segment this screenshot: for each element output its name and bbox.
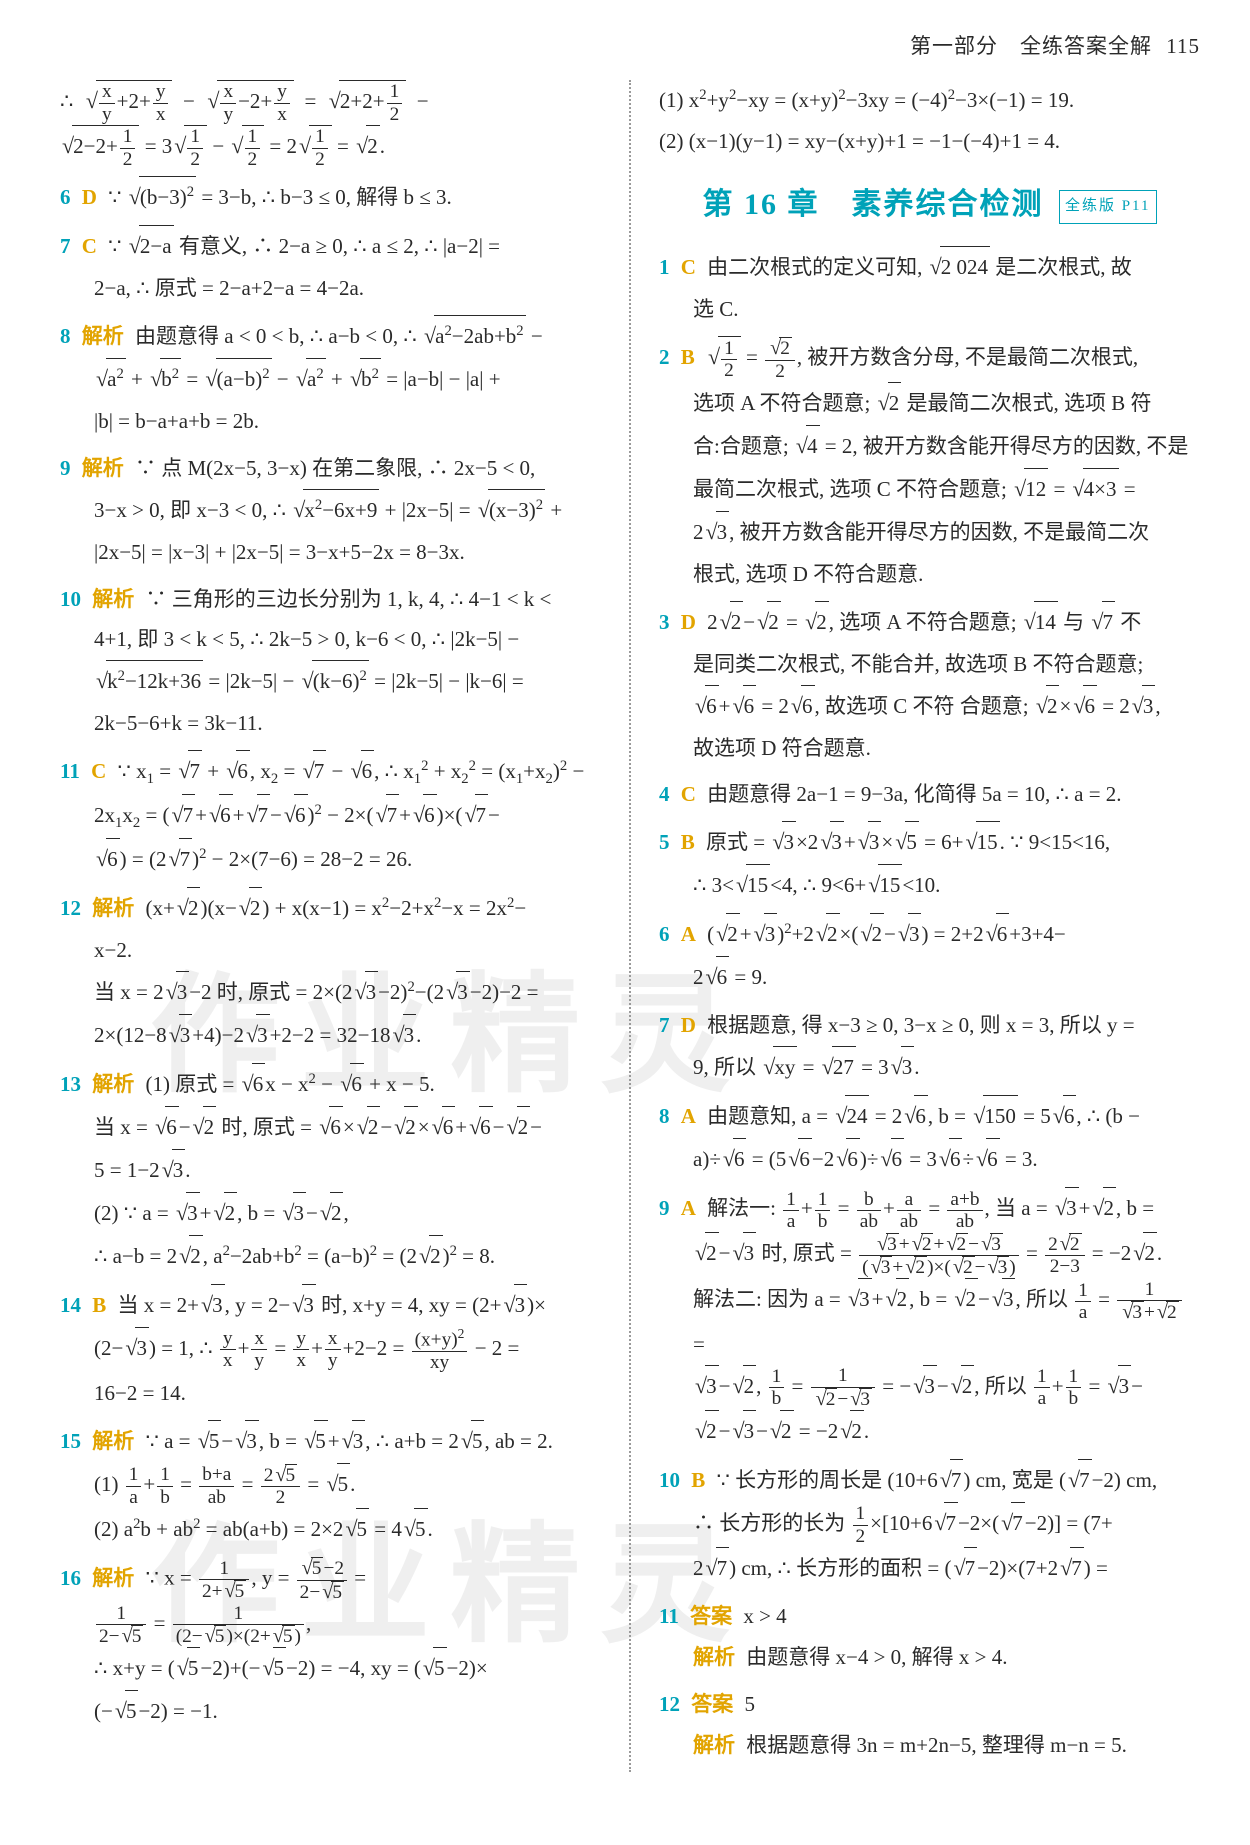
question-number: 2 <box>659 345 670 369</box>
question-number: 14 <box>60 1293 81 1317</box>
answer-item: 12 答案 5 解析 根据题意得 3n = m+2n−5, 整理得 m−n = … <box>659 1684 1200 1766</box>
answer-label: 答案 <box>690 1604 732 1628</box>
answer-letter: D <box>82 185 97 209</box>
answer-item: 7 D 根据题意, 得 x−3 ≥ 0, 3−x ≥ 0, 则 x = 3, 所… <box>659 1005 1200 1089</box>
question-number: 6 <box>659 922 670 946</box>
chapter-tag: 全练版 P11 <box>1059 190 1157 223</box>
answer-item: 11 C ∵ x1 = 7 + 6, x2 = 7 − 6, ∴ x12 + x… <box>60 750 601 881</box>
question-number: 10 <box>659 1468 680 1492</box>
page-number: 115 <box>1166 34 1200 58</box>
answer-item: 13 解析 (1) 原式 = 6x − x2 − 6 + x − 5. 当 x … <box>60 1063 601 1278</box>
question-number: 12 <box>60 896 81 920</box>
answer-label: 解析 <box>92 587 134 611</box>
question-number: 16 <box>60 1566 81 1590</box>
answer-letter: B <box>681 830 695 854</box>
question-number: 3 <box>659 610 670 634</box>
question-number: 11 <box>60 759 80 783</box>
answer-letter: B <box>681 345 695 369</box>
question-number: 6 <box>60 185 71 209</box>
answer-label: 解析 <box>82 456 124 480</box>
answer-label: 解析 <box>92 1566 134 1590</box>
answer-item: 12 解析 (x+2)(x−2) + x(x−1) = x2−2+x2−x = … <box>60 887 601 1057</box>
analysis-label: 解析 <box>693 1733 735 1757</box>
answer-item: 11 答案 x > 4 解析 由题意得 x−4 > 0, 解得 x > 4. <box>659 1596 1200 1678</box>
answer-item: 8 解析 由题意得 a < 0 < b, ∴ a−b < 0, ∴ a2−2ab… <box>60 315 601 442</box>
two-column-layout: ∴ xy+2+yx − xy−2+yx = 2+2+12 − 2−2+12 = … <box>60 80 1200 1772</box>
answer-letter: A <box>681 922 696 946</box>
answer-label: 解析 <box>92 1429 134 1453</box>
answer-value: 5 <box>745 1692 756 1716</box>
right-column: (1) x2+y2−xy = (x+y)2−3xy = (−4)2−3×(−1)… <box>659 80 1200 1772</box>
answer-item: 9 A 解法一: 1a+1b = bab+aab = a+bab, 当 a = … <box>659 1187 1200 1453</box>
question-number: 9 <box>60 456 71 480</box>
answer-item: 8 A 由题意知, a = 24 = 26, b = 150 = 56, ∴ (… <box>659 1095 1200 1181</box>
question-number: 7 <box>60 234 71 258</box>
answer-label: 解析 <box>82 324 124 348</box>
answer-value: x > 4 <box>743 1604 786 1628</box>
question-number: 4 <box>659 782 670 806</box>
question-number: 15 <box>60 1429 81 1453</box>
answer-item: 4 C 由题意得 2a−1 = 9−3a, 化简得 5a = 10, ∴ a =… <box>659 774 1200 815</box>
solution-continuation: ∴ xy+2+yx − xy−2+yx = 2+2+12 − 2−2+12 = … <box>60 80 601 170</box>
answer-item: 2 B 12 = 22, 被开方数含分母, 不是最简二次根式, 选项 A 不符合… <box>659 336 1200 594</box>
answer-letter: C <box>91 759 106 783</box>
solution-continuation: (1) x2+y2−xy = (x+y)2−3xy = (−4)2−3×(−1)… <box>659 80 1200 162</box>
question-number: 10 <box>60 587 81 611</box>
answer-item: 3 D 22−2 = 2, 选项 A 不符合题意; 14 与 7 不 是同类二次… <box>659 601 1200 769</box>
question-number: 7 <box>659 1013 670 1037</box>
answer-label: 解析 <box>92 896 134 920</box>
answer-letter: A <box>681 1104 696 1128</box>
answer-item: 9 解析 ∵ 点 M(2x−5, 3−x) 在第二象限, ∴ 2x−5 < 0,… <box>60 448 601 573</box>
question-number: 8 <box>659 1104 670 1128</box>
answer-item: 15 解析 ∵ a = 5−3, b = 5+3, ∴ a+b = 25, ab… <box>60 1420 601 1551</box>
answer-item: 10 解析 ∵ 三角形的三边长分别为 1, k, 4, ∴ 4−1 < k < … <box>60 579 601 745</box>
left-column: ∴ xy+2+yx − xy−2+yx = 2+2+12 − 2−2+12 = … <box>60 80 601 1772</box>
chapter-heading: 第 16 章 素养综合检测 全练版 P11 <box>659 176 1200 235</box>
question-number: 13 <box>60 1072 81 1096</box>
answer-letter: A <box>681 1196 696 1220</box>
answer-item: 16 解析 ∵ x = 12+5, y = 5−22−5 = 12−5 = 1(… <box>60 1557 601 1733</box>
answer-letter: D <box>681 1013 696 1037</box>
answer-letter: D <box>681 610 696 634</box>
answer-letter: B <box>691 1468 705 1492</box>
chapter-title: 第 16 章 素养综合检测 <box>702 188 1043 221</box>
column-divider <box>629 80 631 1772</box>
answer-item: 7 C ∵ 2−a 有意义, ∴ 2−a ≥ 0, ∴ a ≤ 2, ∴ |a−… <box>60 225 601 309</box>
question-number: 9 <box>659 1196 670 1220</box>
answer-label: 解析 <box>92 1072 134 1096</box>
question-number: 5 <box>659 830 670 854</box>
answer-item: 5 B 原式 = 3×23+3×5 = 6+15. ∵ 9<15<16, ∴ 3… <box>659 821 1200 907</box>
answer-label: 答案 <box>691 1692 733 1716</box>
section-title: 第一部分 全练答案全解 <box>910 34 1152 58</box>
answer-letter: B <box>92 1293 106 1317</box>
answer-letter: C <box>681 782 696 806</box>
question-number: 1 <box>659 255 670 279</box>
page-header: 第一部分 全练答案全解 115 <box>60 30 1200 60</box>
answer-letter: C <box>82 234 97 258</box>
answer-item: 14 B 当 x = 2+3, y = 2−3 时, x+y = 4, xy =… <box>60 1284 601 1414</box>
analysis-label: 解析 <box>693 1645 735 1669</box>
question-number: 11 <box>659 1604 679 1628</box>
question-number: 8 <box>60 324 71 348</box>
answer-item: 10 B ∵ 长方形的周长是 (10+67) cm, 宽是 (7−2) cm, … <box>659 1459 1200 1590</box>
answer-item: 1 C 由二次根式的定义可知, 2 024 是二次根式, 故 选 C. <box>659 246 1200 330</box>
question-number: 12 <box>659 1692 680 1716</box>
answer-letter: C <box>681 255 696 279</box>
answer-item: 6 A (2+3)2+22×(2−3) = 2+26+3+4− 26 = 9. <box>659 913 1200 999</box>
answer-item: 6 D ∵ (b−3)2 = 3−b, ∴ b−3 ≤ 0, 解得 b ≤ 3. <box>60 176 601 219</box>
